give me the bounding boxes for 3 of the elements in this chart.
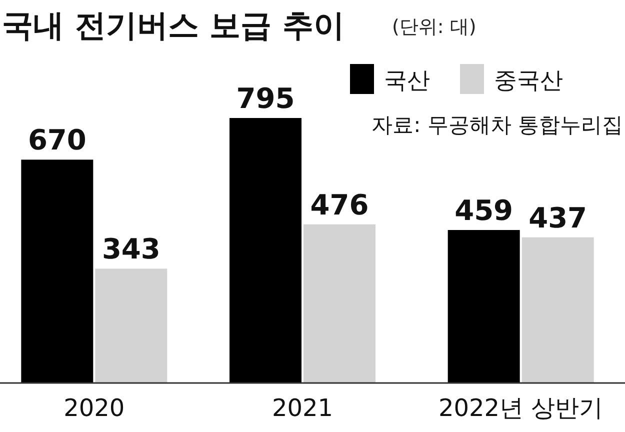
annotation: 자료: 무공해차 통합누리집	[372, 113, 623, 137]
title: 국내 전기버스 보급 추이	[2, 8, 344, 44]
subtitle: (단위: 대)	[392, 16, 476, 38]
